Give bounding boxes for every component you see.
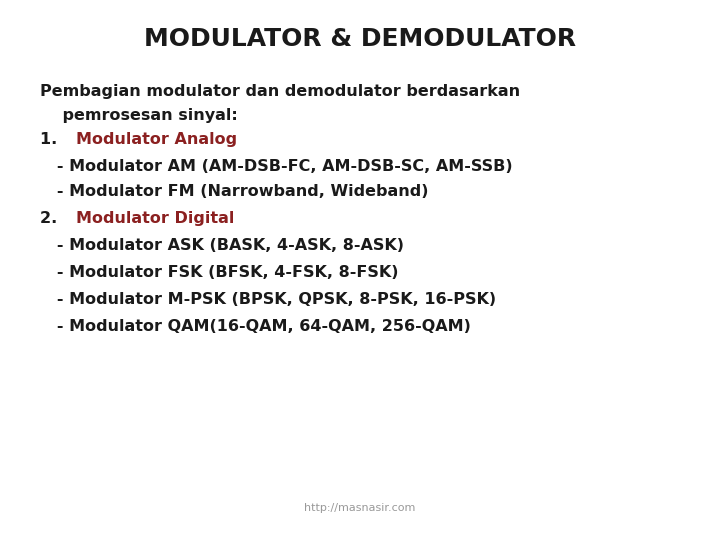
Text: - Modulator M-PSK (BPSK, QPSK, 8-PSK, 16-PSK): - Modulator M-PSK (BPSK, QPSK, 8-PSK, 16…: [40, 292, 496, 307]
Text: MODULATOR & DEMODULATOR: MODULATOR & DEMODULATOR: [144, 27, 576, 51]
Text: - Modulator AM (AM-DSB-FC, AM-DSB-SC, AM-SSB): - Modulator AM (AM-DSB-FC, AM-DSB-SC, AM…: [40, 159, 512, 174]
Text: - Modulator QAM(16-QAM, 64-QAM, 256-QAM): - Modulator QAM(16-QAM, 64-QAM, 256-QAM): [40, 319, 470, 334]
Text: Modulator Digital: Modulator Digital: [76, 211, 234, 226]
Text: - Modulator FM (Narrowband, Wideband): - Modulator FM (Narrowband, Wideband): [40, 184, 428, 199]
Text: - Modulator ASK (BASK, 4-ASK, 8-ASK): - Modulator ASK (BASK, 4-ASK, 8-ASK): [40, 238, 404, 253]
Text: http://masnasir.com: http://masnasir.com: [305, 503, 415, 513]
Text: - Modulator FSK (BFSK, 4-FSK, 8-FSK): - Modulator FSK (BFSK, 4-FSK, 8-FSK): [40, 265, 398, 280]
Text: Modulator Analog: Modulator Analog: [76, 132, 237, 147]
Text: pemrosesan sinyal:: pemrosesan sinyal:: [40, 108, 238, 123]
Text: Pembagian modulator dan demodulator berdasarkan: Pembagian modulator dan demodulator berd…: [40, 84, 520, 99]
Text: 2.: 2.: [40, 211, 63, 226]
Text: 1.: 1.: [40, 132, 63, 147]
